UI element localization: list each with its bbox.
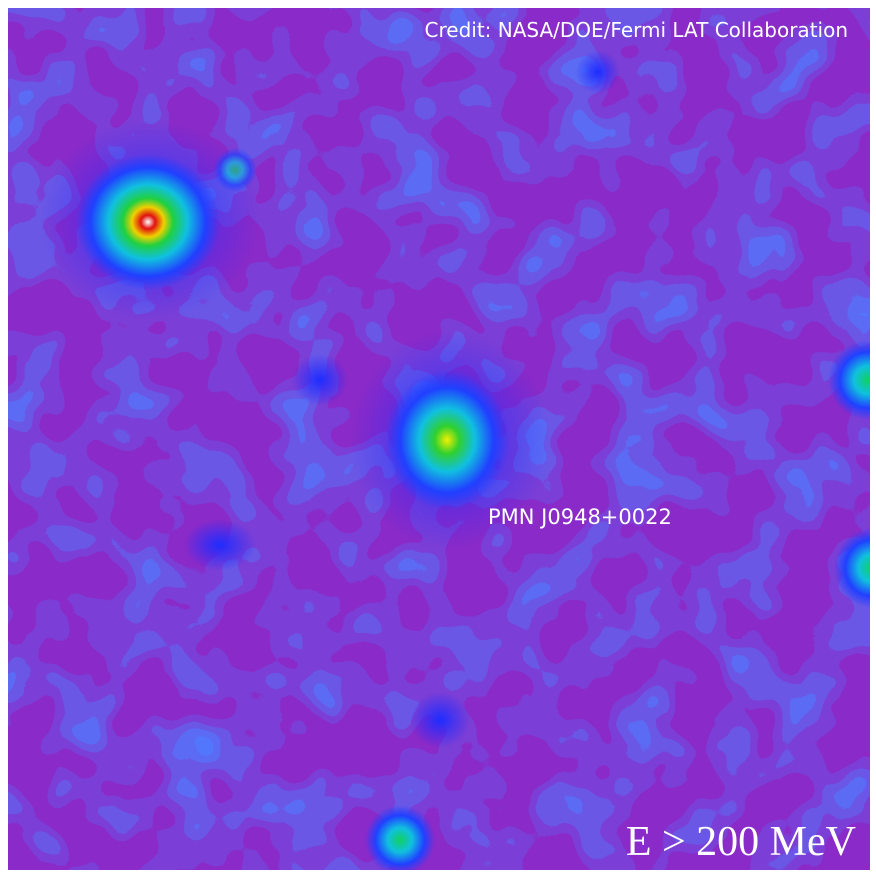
blob — [410, 692, 470, 748]
credit: Credit: NASA/DOE/Fermi LAT Collaboration — [425, 18, 848, 42]
blob — [292, 354, 348, 406]
source — [213, 148, 257, 192]
map-area — [8, 8, 870, 870]
source — [76, 154, 220, 290]
blob — [576, 50, 620, 94]
source-label: PMN J0948+0022 — [488, 505, 672, 529]
source — [365, 805, 435, 870]
energy-label: E > 200 MeV — [626, 819, 856, 865]
blob — [184, 519, 256, 571]
source — [828, 340, 870, 420]
source — [834, 528, 870, 608]
source — [385, 370, 509, 510]
